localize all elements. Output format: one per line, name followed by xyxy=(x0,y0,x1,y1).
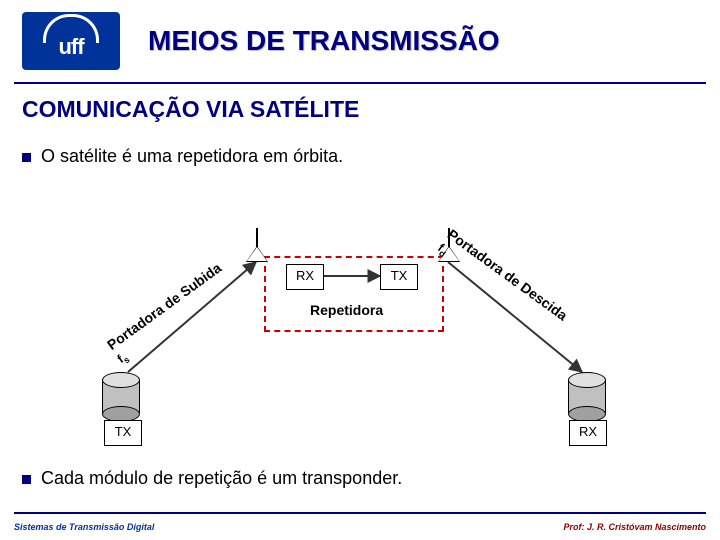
slide: uff MEIOS DE TRANSMISSÃO COMUNICAÇÃO VIA… xyxy=(0,0,720,540)
antenna-left-icon xyxy=(244,228,270,262)
downlink-label-line1: Portadora de Descida xyxy=(445,226,571,324)
header: uff MEIOS DE TRANSMISSÃO xyxy=(0,0,720,82)
downlink-label: Portadora de Descida fd xyxy=(434,226,571,338)
bullet-1-text: O satélite é uma repetidora em órbita. xyxy=(41,146,343,167)
logo-text: uff xyxy=(22,34,120,60)
logo: uff xyxy=(22,12,120,70)
footer-right: Prof: J. R. Cristóvam Nascimento xyxy=(563,522,706,532)
uplink-label-line1: Portadora de Subida xyxy=(104,260,224,353)
tx-box: TX xyxy=(380,264,418,290)
bullet-icon xyxy=(22,153,31,162)
header-separator xyxy=(14,82,706,84)
bullet-1: O satélite é uma repetidora em órbita. xyxy=(22,146,343,167)
ground-left-icon xyxy=(102,372,138,420)
repeater-label: Repetidora xyxy=(310,302,383,318)
ground-tx-box: TX xyxy=(104,420,142,446)
subtitle: COMUNICAÇÃO VIA SATÉLITE xyxy=(22,96,359,123)
footer-left: Sistemas de Transmissão Digital xyxy=(14,522,154,532)
bullet-2-text: Cada módulo de repetição é um transponde… xyxy=(41,468,402,489)
footer-separator xyxy=(14,512,706,514)
uplink-label: Portadora de Subida fs xyxy=(104,260,235,368)
rx-box: RX xyxy=(286,264,324,290)
ground-rx-box: RX xyxy=(569,420,607,446)
bullet-icon xyxy=(22,475,31,484)
page-title: MEIOS DE TRANSMISSÃO xyxy=(148,25,500,57)
ground-right-icon xyxy=(568,372,604,420)
bullet-2: Cada módulo de repetição é um transponde… xyxy=(22,468,402,489)
